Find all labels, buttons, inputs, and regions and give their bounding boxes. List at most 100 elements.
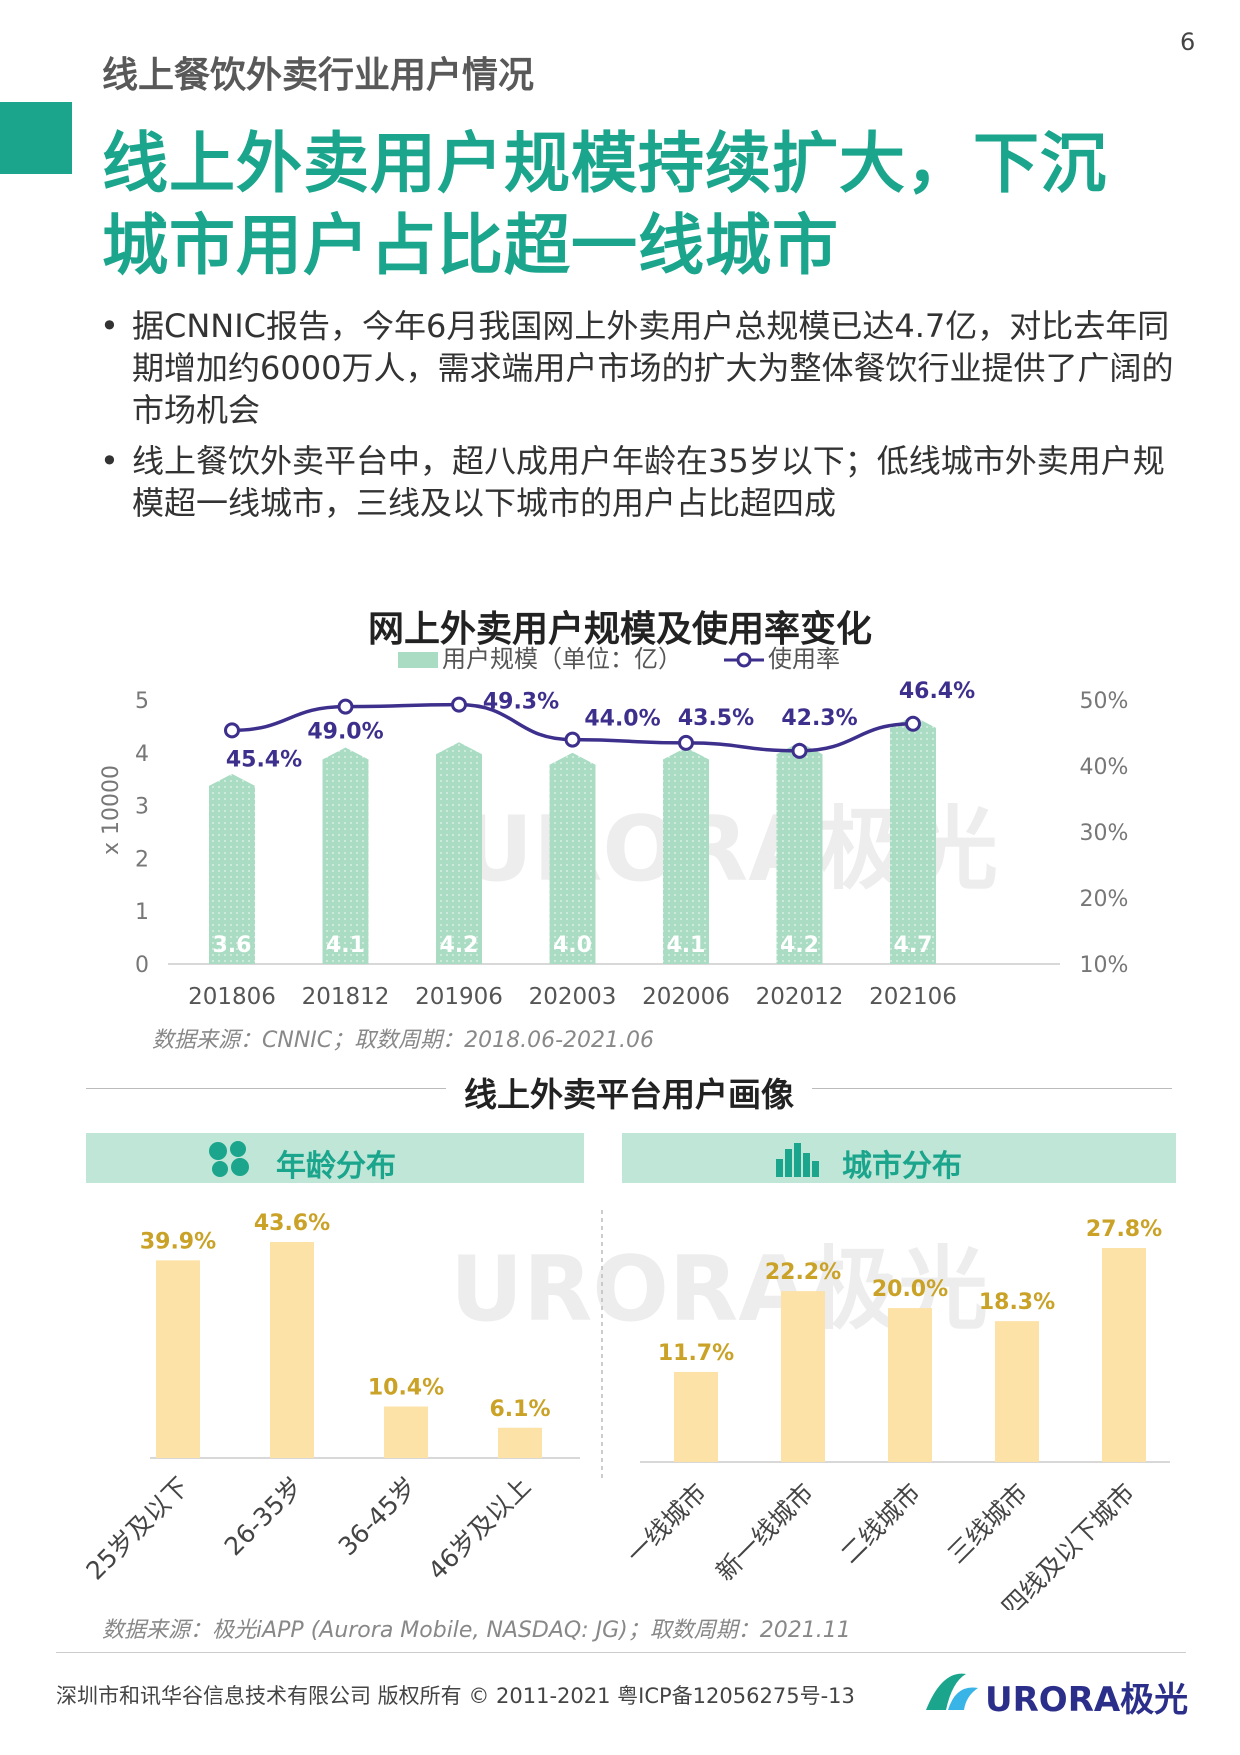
city-buildings-icon — [776, 1143, 819, 1177]
page-number: 6 — [1180, 28, 1196, 56]
usage-rate-point — [905, 715, 921, 732]
age-panel-title: 年龄分布 — [276, 1149, 396, 1184]
y-left-tick-label: 3 — [135, 795, 149, 820]
x-tick-label: 202006 — [642, 984, 730, 1010]
x-tick-label: 201906 — [415, 984, 503, 1010]
user-scale-bar — [890, 715, 936, 964]
legend-bar-label: 用户规模（单位：亿） — [442, 645, 682, 673]
category-tick-label: 25岁及以下 — [81, 1472, 195, 1586]
y-left-tick-label: 5 — [135, 689, 149, 714]
distribution-bar — [995, 1321, 1039, 1462]
usage-rate-label: 49.0% — [307, 720, 383, 745]
distribution-value-label: 6.1% — [489, 1397, 550, 1422]
bar-value-label: 3.6 — [213, 933, 252, 958]
distribution-value-label: 11.7% — [658, 1341, 734, 1366]
usage-rate-label: 42.3% — [781, 706, 857, 731]
line-series: 45.4%49.0% 49.3% 44.0% 43.5% 42.3% 46.4% — [224, 679, 975, 772]
distribution-value-label: 43.6% — [254, 1211, 330, 1236]
usage-rate-point — [337, 698, 354, 715]
distribution-bar — [674, 1371, 718, 1462]
bullet-item: • 线上餐饮外卖平台中，超八成用户年龄在35岁以下；低线城市外卖用户规模超一线城… — [100, 440, 1180, 524]
portrait-title: 线上外卖平台用户画像 — [464, 1075, 794, 1114]
category-tick-label: 26-35岁 — [219, 1472, 309, 1562]
legend-line-label: 使用率 — [768, 645, 840, 673]
x-tick-label: 202012 — [756, 984, 844, 1010]
y-left-tick-label: 4 — [135, 742, 149, 767]
bar-value-label: 4.2 — [780, 933, 819, 958]
user-scale-bar — [549, 752, 596, 964]
chart-legend: 用户规模（单位：亿） 使用率 — [398, 645, 840, 673]
bar-value-labels: 3.6 4.1 4.2 4.0 4.1 4.2 4.7 — [213, 933, 933, 958]
bar-value-label: 4.1 — [667, 933, 706, 958]
footer-copyright: 深圳市和讯华谷信息技术有限公司 版权所有 © 2011-2021 粤ICP备12… — [56, 1684, 855, 1708]
category-tick-label: 三线城市 — [942, 1478, 1033, 1569]
distribution-value-label: 22.2% — [765, 1260, 841, 1285]
user-scale-bar — [776, 742, 823, 964]
divider-line — [86, 1088, 446, 1089]
y-left-tick-label: 0 — [135, 953, 149, 978]
user-scale-bar — [209, 773, 255, 964]
category-tick-label: 46岁及以上 — [423, 1472, 537, 1586]
category-tick-label: 二线城市 — [835, 1478, 926, 1569]
category-tick-label: 36-45岁 — [333, 1472, 423, 1562]
bottom-chart-source: 数据来源：极光iAPP (Aurora Mobile, NASDAQ: JG)；… — [102, 1618, 851, 1643]
city-panel-header: 城市分布 — [622, 1133, 1176, 1184]
category-tick-label: 一线城市 — [621, 1478, 712, 1569]
distribution-value-label: 18.3% — [979, 1290, 1055, 1315]
accent-bar — [0, 102, 72, 174]
user-scale-bar — [436, 742, 482, 964]
divider-line — [812, 1088, 1172, 1089]
user-scale-bar — [663, 747, 709, 964]
y-left-tick-label: 2 — [135, 847, 149, 872]
distribution-bar — [888, 1308, 932, 1462]
distribution-value-label: 27.8% — [1086, 1217, 1162, 1242]
bullet-item: • 据CNNIC报告，今年6月我国网上外卖用户总规模已达4.7亿，对比去年同期增… — [100, 305, 1180, 431]
distribution-bar — [156, 1260, 200, 1458]
y-left-tick-label: 1 — [135, 900, 149, 925]
distribution-bar — [498, 1427, 542, 1458]
distribution-value-label: 10.4% — [368, 1375, 444, 1400]
usage-rate-label: 49.3% — [483, 690, 559, 715]
legend-bar-swatch — [398, 652, 438, 668]
usage-rate-point — [564, 731, 581, 748]
y-right-tick-label: 50% — [1080, 689, 1129, 714]
section-label: 线上餐饮外卖行业用户情况 — [102, 55, 535, 96]
usage-rate-label: 46.4% — [899, 679, 975, 704]
footer-divider — [56, 1652, 1186, 1653]
bullet-text: 线上餐饮外卖平台中，超八成用户年龄在35岁以下；低线城市外卖用户规模超一线城市，… — [132, 442, 1165, 522]
distribution-bar — [270, 1242, 314, 1458]
y-right-tick-label: 40% — [1080, 755, 1129, 780]
legend-line-marker — [736, 652, 752, 668]
x-tick-label: 201806 — [188, 984, 276, 1010]
bullet-dot: • — [100, 307, 119, 345]
usage-rate-label: 43.5% — [678, 706, 754, 731]
distribution-bar — [781, 1291, 825, 1462]
bar-series — [209, 715, 936, 964]
category-tick-label: 新一线城市 — [710, 1478, 819, 1587]
bar-value-label: 4.1 — [326, 933, 365, 958]
y-axis-left: 0 1 2 3 4 5 — [135, 689, 149, 978]
headline-line-1: 线上外卖用户规模持续扩大，下沉 — [102, 125, 1107, 202]
y-right-tick-label: 20% — [1080, 887, 1129, 912]
people-icon — [209, 1141, 249, 1177]
aurora-logo-icon — [926, 1673, 978, 1710]
x-tick-label: 202003 — [529, 984, 617, 1010]
headline-line-2: 城市用户占比超一线城市 — [102, 207, 839, 284]
usage-rate-point — [451, 696, 467, 713]
city-panel-title: 城市分布 — [842, 1149, 962, 1184]
y-right-tick-label: 10% — [1080, 953, 1129, 978]
bar-value-label: 4.7 — [894, 933, 933, 958]
y-axis-right: 10% 20% 30% 40% 50% — [1080, 689, 1129, 978]
aurora-logo: URORA极光 — [985, 1680, 1189, 1720]
bottom-bar-charts: URORA极光 39.9%25岁及以下43.6%26-35岁10.4%36-45… — [81, 1210, 1170, 1610]
bar-value-label: 4.0 — [553, 933, 592, 958]
bar-value-label: 4.2 — [440, 933, 479, 958]
x-axis: 201806 201812 201906 202003 202006 202012 2021… — [188, 984, 957, 1010]
usage-rate-label: 44.0% — [584, 707, 660, 732]
distribution-value-label: 20.0% — [872, 1277, 948, 1302]
y-right-tick-label: 30% — [1080, 821, 1129, 846]
main-chart-title: 网上外卖用户规模及使用率变化 — [367, 609, 872, 650]
x-tick-label: 202106 — [869, 984, 957, 1010]
usage-rate-point — [678, 734, 694, 751]
